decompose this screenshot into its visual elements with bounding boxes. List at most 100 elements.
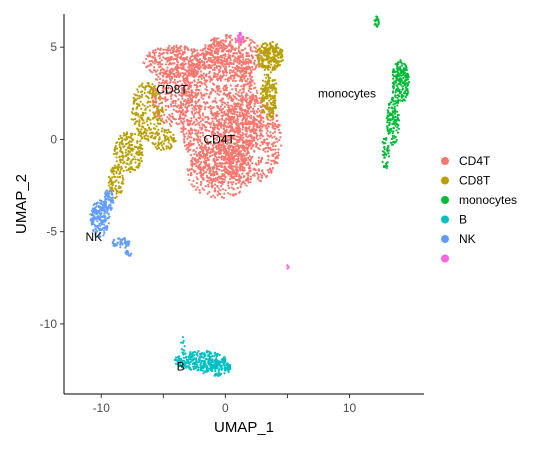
data-point: [221, 165, 224, 168]
data-point: [242, 144, 245, 147]
data-point: [116, 189, 119, 192]
data-point: [208, 95, 211, 98]
data-point: [274, 49, 277, 53]
data-point: [194, 92, 197, 95]
data-point: [249, 91, 252, 94]
data-point: [242, 61, 245, 64]
data-point: [231, 135, 235, 138]
data-point: [129, 170, 132, 174]
data-point: [267, 73, 270, 76]
data-point: [268, 61, 271, 65]
data-point: [195, 188, 198, 191]
data-point: [227, 53, 230, 56]
data-point: [250, 122, 253, 125]
data-point: [238, 130, 241, 134]
data-point: [230, 104, 233, 107]
data-point: [143, 104, 146, 107]
data-point: [229, 160, 232, 163]
data-point: [157, 146, 160, 149]
data-point: [242, 147, 245, 150]
data-point: [227, 165, 230, 168]
data-point: [238, 146, 241, 150]
data-point: [151, 141, 154, 145]
data-point: [248, 85, 251, 88]
data-point: [197, 61, 200, 64]
data-point: [138, 104, 141, 107]
data-point: [197, 141, 200, 144]
data-point: [264, 66, 267, 70]
data-point: [239, 185, 242, 188]
data-point: [246, 109, 250, 113]
data-point: [272, 60, 276, 63]
data-point: [242, 90, 245, 94]
data-point: [112, 190, 115, 193]
data-point: [234, 147, 237, 150]
data-point: [395, 138, 398, 141]
data-point: [266, 129, 269, 133]
data-point: [256, 49, 259, 52]
data-point: [216, 353, 219, 356]
data-point: [196, 72, 199, 75]
data-point: [254, 86, 257, 89]
data-point: [392, 126, 395, 129]
data-point: [209, 151, 212, 154]
data-point: [195, 181, 198, 185]
data-point: [112, 167, 116, 170]
data-point: [199, 139, 202, 142]
data-point: [179, 113, 182, 116]
data-point: [264, 80, 267, 83]
data-point: [251, 93, 254, 97]
data-point: [194, 104, 197, 107]
data-point: [171, 51, 175, 54]
data-point: [231, 153, 234, 156]
data-point: [230, 122, 233, 125]
data-point: [221, 173, 224, 176]
data-point: [187, 74, 190, 77]
data-point: [253, 149, 256, 152]
data-point: [397, 95, 401, 98]
data-point: [230, 155, 233, 158]
data-point: [255, 129, 258, 132]
data-point: [394, 109, 397, 112]
data-point: [213, 142, 216, 145]
data-point: [225, 89, 228, 92]
data-point: [401, 74, 404, 77]
data-point: [192, 351, 195, 354]
data-point: [217, 50, 220, 53]
data-point: [219, 90, 222, 93]
data-point: [382, 166, 386, 169]
data-point: [211, 361, 215, 364]
data-point: [267, 68, 270, 71]
data-point: [167, 139, 171, 142]
data-point: [237, 94, 240, 97]
data-point: [236, 169, 239, 172]
data-point: [214, 117, 217, 120]
data-point: [240, 85, 243, 88]
data-point: [165, 63, 168, 66]
data-point: [146, 54, 149, 57]
data-point: [198, 357, 201, 360]
data-point: [225, 128, 228, 131]
data-point: [252, 143, 255, 147]
data-point: [197, 360, 200, 364]
data-point: [89, 213, 92, 216]
data-point: [216, 131, 220, 134]
data-point: [125, 169, 128, 172]
data-point: [148, 132, 152, 135]
data-point: [152, 91, 155, 94]
data-point: [241, 128, 244, 131]
data-point: [219, 99, 222, 102]
data-point: [213, 157, 216, 160]
data-point: [148, 85, 151, 88]
data-point: [159, 47, 162, 50]
data-point: [181, 108, 185, 111]
data-point: [144, 86, 147, 89]
data-point: [267, 146, 270, 149]
data-point: [154, 70, 157, 73]
data-point: [241, 126, 244, 129]
data-point: [121, 174, 124, 177]
data-point: [242, 85, 245, 88]
data-point: [151, 94, 154, 97]
data-point: [262, 43, 265, 46]
data-point: [196, 365, 199, 368]
